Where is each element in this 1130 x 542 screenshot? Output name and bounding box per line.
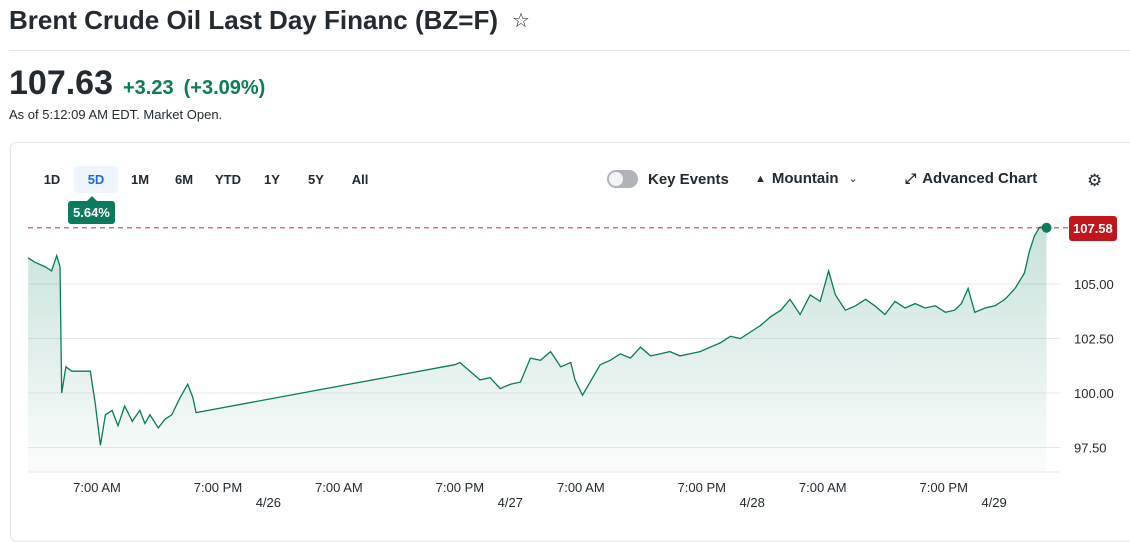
expand-icon: ⤢ bbox=[905, 170, 917, 186]
range-5d[interactable]: 5D bbox=[74, 166, 118, 193]
key-events-toggle[interactable]: Key Events bbox=[607, 170, 729, 188]
price-change-percent: (+3.09%) bbox=[183, 77, 266, 99]
chart-type-label: Mountain bbox=[771, 170, 839, 187]
star-outline-icon[interactable]: ☆ bbox=[512, 10, 530, 32]
range-1m[interactable]: 1M bbox=[130, 172, 150, 187]
chevron-down-icon: ⌄ bbox=[848, 173, 858, 185]
quote-title: Brent Crude Oil Last Day Financ (BZ=F) bbox=[9, 5, 499, 35]
market-status: As of 5:12:09 AM EDT. Market Open. bbox=[9, 107, 223, 122]
gear-icon: ⚙ bbox=[1087, 171, 1103, 190]
quote-price: 107.63 +3.23 (+3.09%) bbox=[9, 64, 265, 103]
divider bbox=[9, 50, 1130, 51]
range-5y[interactable]: 5Y bbox=[308, 172, 324, 187]
advanced-chart-label: Advanced Chart bbox=[922, 170, 1038, 187]
range-change-badge: 5.64% bbox=[68, 196, 115, 224]
key-events-label: Key Events bbox=[648, 170, 729, 188]
chart-card bbox=[10, 142, 1130, 542]
range-all[interactable]: All bbox=[351, 172, 369, 187]
price-change: +3.23 bbox=[123, 77, 174, 99]
settings-button[interactable]: ⚙ bbox=[1087, 171, 1102, 191]
range-ytd[interactable]: YTD bbox=[215, 172, 241, 187]
toggle-switch[interactable] bbox=[607, 170, 638, 188]
mountain-icon: ▲ bbox=[755, 172, 766, 185]
current-price-tag: 107.58 bbox=[1069, 216, 1117, 241]
range-6m[interactable]: 6M bbox=[174, 172, 194, 187]
chart-type-dropdown[interactable]: ▲ Mountain ⌄ bbox=[755, 170, 858, 187]
range-1y[interactable]: 1Y bbox=[264, 172, 280, 187]
range-tabs: 1D 5D 1M 6M YTD 1Y 5Y All bbox=[30, 166, 382, 193]
advanced-chart-button[interactable]: ⤢ Advanced Chart bbox=[905, 170, 1037, 187]
page-title: Brent Crude Oil Last Day Financ (BZ=F) ☆ bbox=[9, 5, 530, 36]
range-1d[interactable]: 1D bbox=[43, 172, 61, 187]
last-price: 107.63 bbox=[9, 64, 113, 102]
